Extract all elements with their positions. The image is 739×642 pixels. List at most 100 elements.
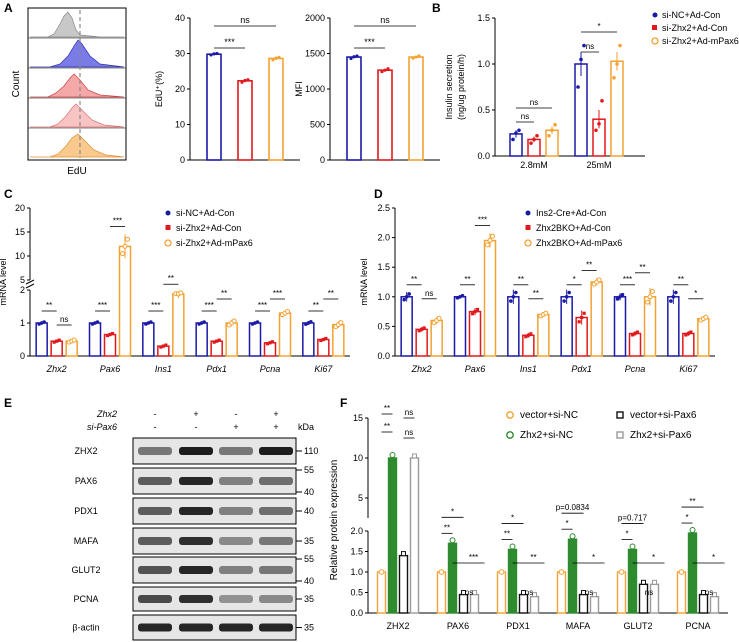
blot-band: [138, 623, 172, 632]
sig-label: *: [565, 519, 568, 528]
panel-letter-b: B: [432, 1, 441, 15]
data-point: [577, 320, 581, 324]
y-tick-label: 0.5: [377, 321, 390, 331]
sig-label: ***: [469, 553, 478, 562]
data-point: [414, 55, 418, 59]
sig-label: **: [533, 289, 539, 298]
bar: [589, 595, 600, 614]
legend-label: Ins2-Cre+Ad-Con: [536, 208, 606, 218]
marker-label: 110: [304, 446, 318, 456]
y-tick-label: 1.0: [477, 59, 490, 69]
data-point: [436, 315, 442, 321]
data-point: [487, 238, 493, 244]
x-tick-label: Pcna: [260, 364, 281, 374]
data-point: [420, 327, 424, 331]
data-point: [240, 80, 244, 84]
blot-band: [138, 537, 172, 545]
data-point: [383, 68, 387, 72]
data-point: [532, 592, 537, 598]
blot-band: [259, 447, 293, 455]
data-point: [641, 579, 646, 585]
bar: [332, 323, 345, 357]
sig-label: ns: [425, 289, 433, 298]
sig-label: ns: [530, 98, 538, 107]
header-sign: +: [273, 422, 278, 432]
data-point: [95, 320, 100, 324]
data-point: [352, 55, 356, 59]
y-tick-label: 10: [15, 251, 25, 261]
data-point: [579, 57, 583, 62]
bar: [590, 281, 603, 357]
marker-label: 55: [304, 554, 314, 564]
bar: [687, 532, 698, 614]
data-point: [612, 76, 616, 80]
legend-label: si-Zhx2+Ad-Con: [176, 223, 241, 233]
bar: [469, 593, 480, 614]
legend-marker-square: [616, 411, 624, 419]
marker-label: 40: [304, 506, 314, 516]
data-point: [630, 333, 635, 337]
y-tick-label: 0.0: [477, 151, 490, 161]
data-point: [404, 295, 409, 299]
sig-label: ns: [465, 588, 473, 597]
y-tick-label: 40: [175, 13, 185, 23]
data-point: [122, 243, 128, 249]
data-point: [438, 569, 445, 575]
blot-band: [138, 566, 172, 574]
data-point: [650, 288, 655, 294]
histogram-red: [30, 73, 125, 98]
x-tick-label: Ki67: [314, 364, 333, 374]
y-tick-label: 2.0: [350, 526, 363, 536]
data-point: [633, 331, 637, 336]
data-point: [514, 290, 518, 295]
panel-letter-c: C: [4, 187, 13, 201]
blot-band: [179, 507, 213, 515]
legend-marker-square: [165, 225, 171, 230]
marker-label: 55: [304, 465, 314, 475]
data-point: [576, 85, 580, 89]
bar: [496, 571, 507, 614]
sig-label: **: [518, 275, 524, 284]
sig-label: **: [384, 404, 390, 413]
data-point: [558, 569, 565, 575]
data-point: [120, 251, 125, 257]
x-tick-label: Ins1: [520, 364, 537, 374]
x-tick-label: 25mM: [586, 160, 611, 170]
y-axis-label-unit: (ng/ug protein/h): [456, 54, 466, 120]
data-point: [321, 337, 325, 342]
blot-label: GLUT2: [71, 565, 100, 575]
y-axis-label: Insulin secretion: [444, 54, 454, 119]
data-point: [689, 330, 693, 334]
data-point: [212, 52, 216, 56]
y-tick-label: 20: [175, 84, 185, 94]
sig-label: ***: [113, 216, 122, 225]
data-point: [255, 320, 260, 324]
y-tick-label: 5: [20, 275, 25, 285]
sig-label: **: [639, 263, 645, 272]
data-point: [265, 342, 270, 346]
bar: [237, 80, 253, 161]
sig-label: ***: [364, 37, 375, 47]
y-tick-label: 30: [175, 49, 185, 59]
y-tick-label: 1.0: [377, 292, 390, 302]
panel-letter-a: A: [4, 1, 13, 15]
blot-band: [138, 507, 172, 515]
sig-label: ns: [521, 112, 529, 121]
x-tick-label: GLUT2: [623, 621, 652, 631]
hist-ylabel: Count: [11, 70, 22, 97]
data-point: [550, 128, 554, 133]
data-point: [669, 299, 673, 303]
blot-band: [179, 566, 213, 574]
sig-label: ***: [224, 37, 235, 47]
data-point: [475, 307, 480, 312]
data-point: [324, 336, 328, 341]
data-point: [231, 318, 237, 324]
sig-label: **: [678, 275, 684, 284]
sig-label: ***: [623, 275, 632, 284]
data-point: [582, 43, 586, 48]
data-point: [42, 320, 46, 324]
sig-label: ***: [478, 215, 487, 224]
data-point: [701, 590, 706, 596]
data-point: [532, 137, 536, 142]
y-axis-label: EdU⁺(%): [154, 71, 164, 107]
